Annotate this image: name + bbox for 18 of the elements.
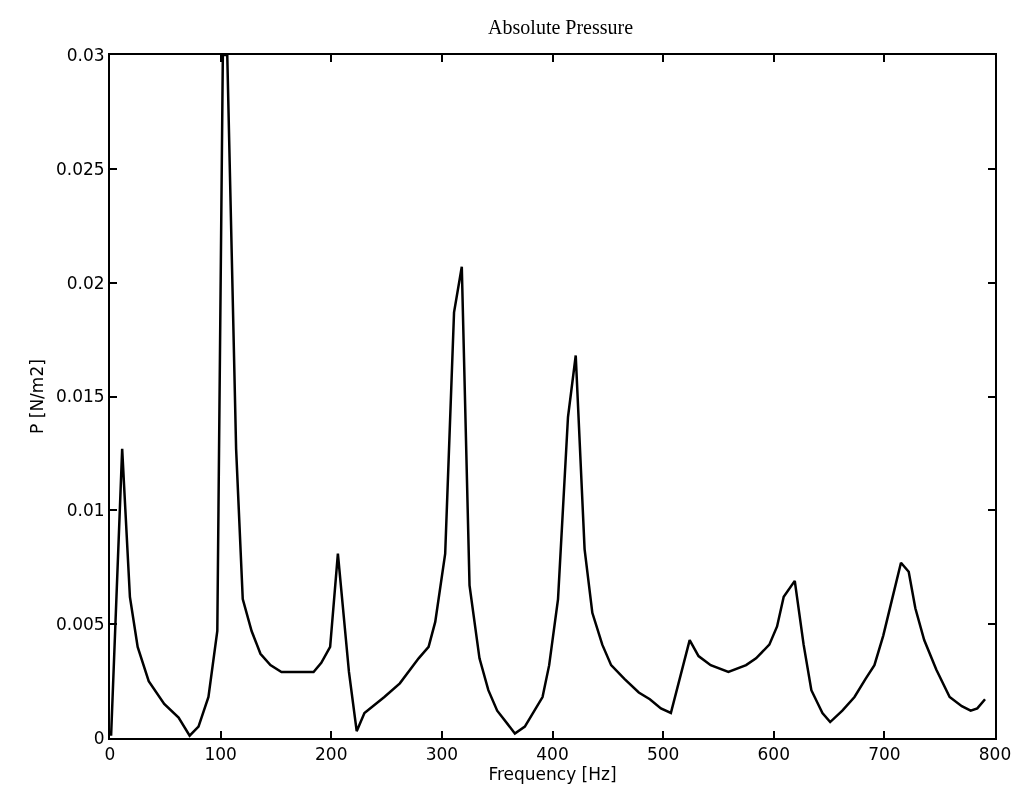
chart-title: Absolute Pressure (488, 16, 634, 39)
x-tick-label: 500 (646, 744, 680, 765)
x-tick-label: 800 (978, 744, 1012, 765)
y-tick-label: 0.005 (55, 614, 105, 635)
y-axis-title: P [N/m2] (26, 359, 47, 434)
y-tick-label: 0.03 (66, 44, 105, 65)
y-tick-label: 0.02 (66, 272, 105, 293)
x-tick-label: 600 (757, 744, 790, 765)
y-tick-label: 0.025 (55, 158, 105, 179)
x-tick-label: 200 (315, 744, 348, 765)
x-tick-label: 300 (425, 744, 459, 765)
x-tick-label: 400 (536, 744, 569, 765)
x-tick-label: 100 (204, 744, 237, 765)
y-tick-label: 0.01 (66, 500, 105, 521)
x-axis-title: Frequency [Hz] (488, 764, 617, 785)
y-tick-label: 0 (93, 727, 105, 748)
y-tick-label: 0.015 (55, 386, 105, 407)
x-tick-label: 700 (868, 744, 901, 765)
